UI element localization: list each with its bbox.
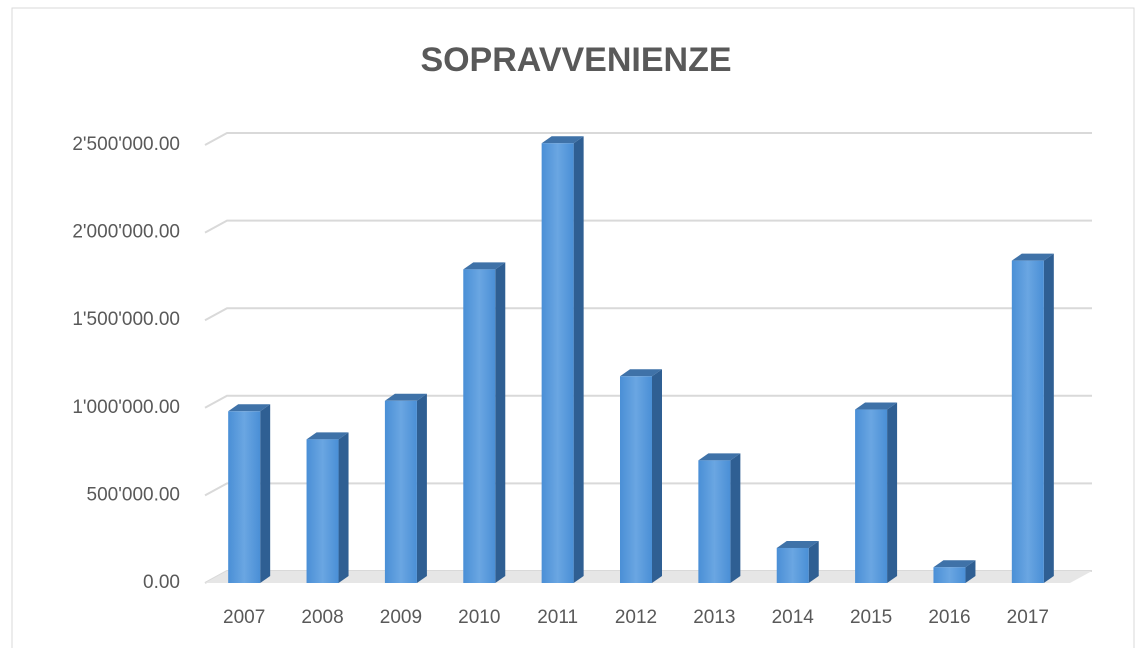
x-tick-label: 2011: [537, 607, 578, 628]
x-tick-label: 2012: [615, 607, 657, 628]
grid-line: [204, 307, 1092, 322]
x-tick-label: 2014: [772, 607, 815, 628]
grid-line: [204, 394, 1092, 409]
x-tick-label: 2016: [928, 607, 970, 628]
bar-side: [495, 262, 506, 583]
x-tick-label: 2010: [458, 607, 500, 628]
bar-top: [698, 453, 741, 461]
bar-front: [698, 460, 731, 583]
bar-side: [260, 404, 271, 583]
bar-front: [228, 411, 261, 583]
y-tick-label: 1'500'000.00: [72, 309, 180, 330]
grid-line: [204, 482, 1092, 497]
grid-line: [204, 219, 1092, 234]
bar-top: [384, 393, 427, 401]
bar: [620, 369, 662, 583]
grid-line: [204, 132, 1092, 146]
bar-side: [808, 540, 819, 583]
bar-top: [228, 404, 271, 412]
bar-top: [463, 262, 506, 270]
bar-side: [416, 393, 427, 583]
bar-side: [652, 369, 662, 583]
bar-side: [338, 432, 349, 583]
bar-top: [620, 369, 662, 377]
bar: [698, 453, 741, 583]
bar-side: [573, 136, 584, 584]
bar-side: [1043, 253, 1054, 583]
bar-side: [965, 560, 976, 583]
bar-top: [776, 540, 819, 548]
bar-front: [855, 409, 888, 583]
bar: [1011, 253, 1054, 583]
y-tick-label: 2'500'000.00: [72, 134, 180, 155]
y-tick-label: 0.00: [143, 572, 180, 593]
bar-top: [933, 560, 976, 568]
y-tick-label: 1'000'000.00: [72, 397, 180, 418]
bar-front: [463, 269, 496, 583]
bar-front: [620, 376, 652, 583]
chart-title: SOPRAVVENIENZE: [420, 41, 731, 79]
bar-front: [776, 547, 809, 583]
x-tick-label: 2009: [380, 607, 422, 628]
bar: [228, 404, 271, 583]
bar-front: [306, 439, 339, 583]
bar-front: [933, 567, 966, 583]
bar: [384, 393, 427, 583]
bar-top: [1011, 253, 1054, 261]
bar-top: [855, 402, 898, 410]
bar-front: [541, 143, 574, 584]
x-tick-label: 2007: [223, 607, 265, 628]
bar: [541, 136, 584, 584]
y-tick-label: 2'000'000.00: [72, 222, 180, 243]
bar-side: [887, 402, 898, 583]
bar: [933, 560, 976, 583]
bar: [855, 402, 898, 583]
x-tick-label: 2008: [301, 607, 343, 628]
x-tick-label: 2017: [1007, 607, 1049, 628]
bar-side: [730, 453, 741, 583]
bar-top: [541, 136, 584, 144]
x-tick-label: 2015: [850, 607, 892, 628]
x-tick-label: 2013: [693, 607, 735, 628]
bar: [776, 540, 819, 583]
y-tick-label: 500'000.00: [87, 484, 180, 505]
bar-front: [384, 400, 417, 583]
bar: [463, 262, 506, 583]
bar-top: [306, 432, 349, 440]
bar-front: [1011, 260, 1044, 583]
bar: [306, 432, 349, 583]
